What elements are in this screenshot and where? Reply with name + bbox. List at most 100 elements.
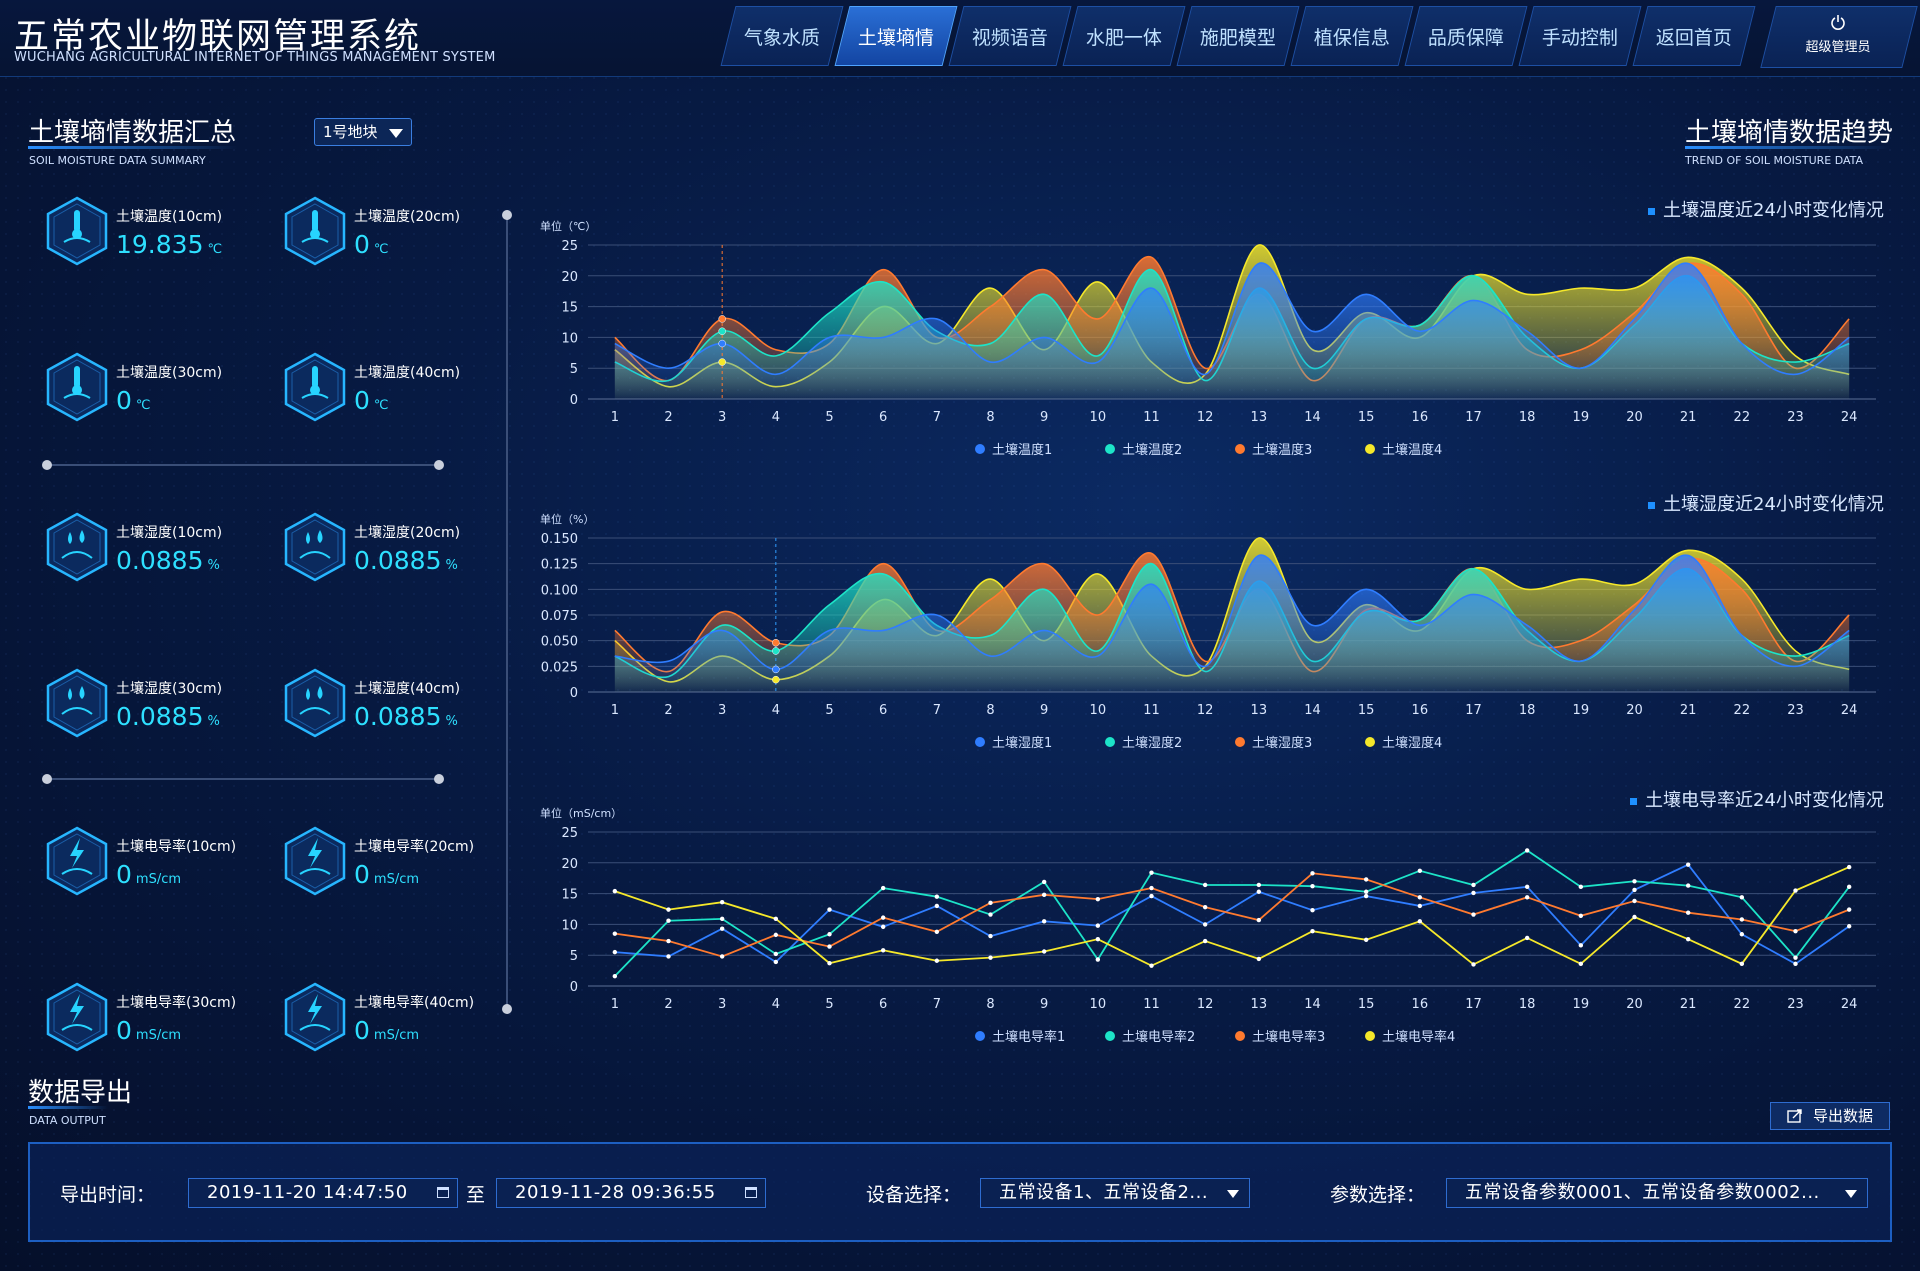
start-time-field[interactable]: 2019-11-20 14:47:50 [188, 1178, 458, 1208]
nav-item-manual-control[interactable]: 手动控制 [1518, 6, 1642, 66]
series-line [614, 863, 1850, 965]
x-tick-label: 14 [1304, 997, 1321, 1012]
legend-marker[interactable] [975, 444, 985, 454]
device-select[interactable]: 五常设备1、五常设备2... [980, 1178, 1250, 1208]
data-point [1363, 937, 1369, 942]
nav-item-weather[interactable]: 气象水质 [720, 6, 844, 66]
legend-label[interactable]: 土壤温度3 [1252, 442, 1312, 458]
data-point [1041, 892, 1047, 898]
legend-label[interactable]: 土壤湿度1 [992, 735, 1052, 751]
legend-label[interactable]: 土壤温度4 [1382, 442, 1442, 458]
plot-select-value: 1号地块 [323, 123, 378, 141]
legend-label[interactable]: 土壤温度1 [992, 442, 1052, 458]
y-tick-label: 0 [570, 393, 578, 408]
x-tick-label: 22 [1734, 410, 1751, 425]
x-tick-label: 4 [772, 997, 780, 1012]
sensor-value: 19.835 ℃ [116, 230, 223, 259]
legend-marker[interactable] [1365, 444, 1375, 454]
data-point [1202, 904, 1208, 910]
series-line [614, 849, 1850, 977]
data-point [1256, 889, 1262, 894]
legend-label[interactable]: 土壤湿度2 [1122, 735, 1182, 751]
export-data-button[interactable]: 导出数据 [1770, 1102, 1890, 1130]
nav-item-home[interactable]: 返回首页 [1632, 6, 1756, 66]
legend-marker[interactable] [1105, 444, 1115, 454]
legend-marker[interactable] [1365, 1031, 1375, 1041]
sensor-unit: ℃ [135, 398, 151, 413]
x-tick-label: 16 [1412, 703, 1429, 718]
data-point [719, 916, 725, 922]
data-point [612, 931, 618, 936]
x-tick-label: 3 [718, 703, 726, 718]
x-tick-label: 15 [1358, 703, 1375, 718]
export-panel: 导出时间： 2019-11-20 14:47:50 至 2019-11-28 0… [28, 1142, 1892, 1242]
power-icon[interactable] [1830, 14, 1846, 30]
nav-item-quality[interactable]: 品质保障 [1404, 6, 1528, 66]
data-point [666, 954, 671, 959]
y-tick-label: 10 [561, 331, 578, 346]
legend-label[interactable]: 土壤湿度4 [1382, 735, 1442, 751]
x-tick-label: 17 [1465, 997, 1482, 1012]
legend-label[interactable]: 土壤电导率4 [1382, 1029, 1455, 1045]
thermometer-icon [46, 196, 108, 266]
data-point [1095, 957, 1101, 962]
data-point [1739, 932, 1745, 937]
y-tick-label: 25 [561, 826, 578, 841]
end-time-field[interactable]: 2019-11-28 09:36:55 [496, 1178, 766, 1208]
sensor-label: 土壤湿度(40cm) [354, 681, 461, 697]
water-drop-icon [284, 512, 346, 582]
data-point [1417, 919, 1423, 924]
x-tick-label: 1 [611, 410, 619, 425]
legend-marker[interactable] [1235, 737, 1245, 747]
data-point [1202, 882, 1208, 888]
sensor-unit: % [207, 714, 220, 729]
nav-item-fertigation[interactable]: 水肥一体 [1062, 6, 1186, 66]
legend-label[interactable]: 土壤湿度3 [1252, 735, 1312, 751]
data-point [719, 900, 725, 905]
export-subtitle: DATA OUTPUT [29, 1114, 106, 1127]
series-area [614, 262, 1850, 399]
y-tick-label: 20 [561, 270, 578, 285]
nav-item-video[interactable]: 视频语音 [948, 6, 1072, 66]
legend-label[interactable]: 土壤电导率3 [1252, 1029, 1325, 1045]
nav-item-fertilizer-model[interactable]: 施肥模型 [1176, 6, 1300, 66]
x-tick-label: 24 [1841, 997, 1858, 1012]
sensor-card: 土壤温度(30cm) 0 ℃ [44, 352, 274, 432]
x-tick-label: 2 [664, 997, 672, 1012]
data-point [1310, 884, 1315, 889]
x-tick-label: 3 [718, 997, 726, 1012]
x-tick-label: 13 [1251, 997, 1268, 1012]
data-point [773, 932, 779, 938]
legend-label[interactable]: 土壤电导率2 [1122, 1029, 1195, 1045]
sensor-value: 0 ℃ [354, 386, 389, 415]
chevron-down-icon [1227, 1190, 1239, 1198]
param-select[interactable]: 五常设备参数0001、五常设备参数0002... [1446, 1178, 1868, 1208]
legend-label[interactable]: 土壤温度2 [1122, 442, 1182, 458]
divider [46, 778, 438, 780]
nav-item-soil[interactable]: 土壤墒情 [834, 6, 958, 66]
legend-marker[interactable] [1105, 1031, 1115, 1041]
data-point [1363, 893, 1369, 899]
legend-label[interactable]: 土壤电导率1 [992, 1029, 1065, 1045]
plot-select[interactable]: 1号地块 [314, 118, 412, 146]
data-point [880, 924, 886, 930]
x-tick-label: 3 [718, 410, 726, 425]
x-tick-label: 5 [825, 997, 833, 1012]
legend-marker[interactable] [1105, 737, 1115, 747]
user-menu[interactable]: 超级管理员 [1768, 6, 1908, 66]
data-point [1846, 864, 1852, 870]
data-point [1578, 943, 1584, 948]
legend-marker[interactable] [1235, 444, 1245, 454]
legend-marker[interactable] [1235, 1031, 1245, 1041]
legend-marker[interactable] [975, 737, 985, 747]
hover-point [772, 638, 780, 647]
data-point [1739, 895, 1745, 900]
legend-marker[interactable] [1365, 737, 1375, 747]
thermometer-icon [46, 352, 108, 422]
nav-item-plant-protection[interactable]: 植保信息 [1290, 6, 1414, 66]
y-tick-label: 5 [570, 362, 578, 377]
legend-marker[interactable] [975, 1031, 985, 1041]
